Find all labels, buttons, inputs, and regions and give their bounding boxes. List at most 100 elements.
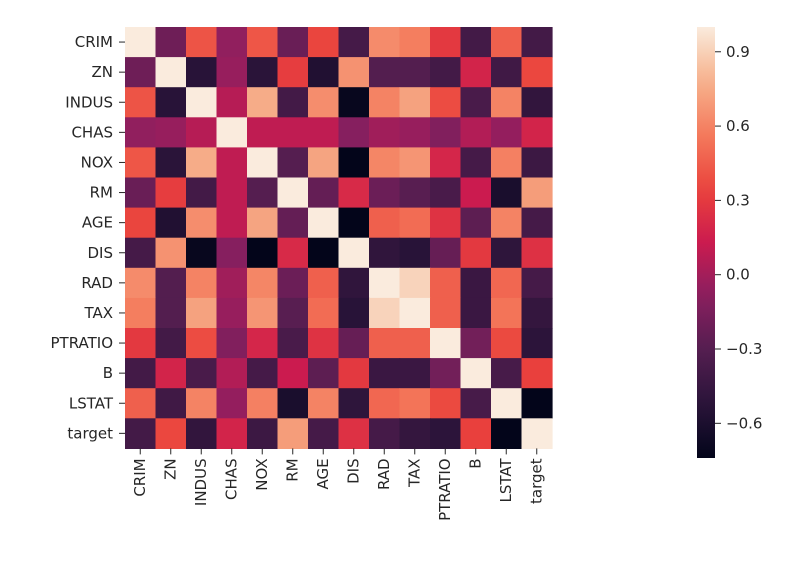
heatmap-cell-DIS-CHAS [216, 237, 248, 269]
heatmap-cell-DIS-CRIM [125, 237, 157, 269]
heatmap-cell-B-LSTAT [491, 358, 523, 389]
heatmap-cell-CRIM-ZN [155, 27, 187, 58]
heatmap-cell-NOX-AGE [308, 147, 340, 179]
x-tick-label: CRIM [131, 458, 149, 496]
heatmap-cell-LSTAT-PTRATIO [430, 388, 462, 419]
heatmap-cell-INDUS-LSTAT [491, 87, 523, 118]
heatmap-cell-TAX-NOX [247, 297, 279, 329]
heatmap-cell-RM-B [460, 177, 492, 209]
heatmap-cell-DIS-RM [277, 237, 309, 269]
heatmap-cell-LSTAT-CRIM [125, 388, 157, 419]
heatmap-cell-LSTAT-target [521, 388, 553, 419]
heatmap-cell-LSTAT-B [460, 388, 492, 419]
heatmap-cell-B-PTRATIO [430, 358, 462, 389]
heatmap-cell-CHAS-B [460, 117, 492, 148]
heatmap-cell-AGE-LSTAT [491, 207, 523, 239]
heatmap-cell-ZN-LSTAT [491, 57, 523, 88]
heatmap-cell-PTRATIO-TAX [399, 328, 431, 359]
heatmap-cell-RM-RM [277, 177, 309, 209]
y-tick-label: ZN [92, 63, 114, 81]
heatmap-cell-CHAS-CRIM [125, 117, 157, 148]
heatmap-cell-LSTAT-ZN [155, 388, 187, 419]
x-tick-label: TAX [406, 458, 424, 488]
heatmap-cell-CHAS-DIS [338, 117, 370, 148]
x-tick-label: DIS [345, 458, 363, 484]
heatmap-cell-CRIM-TAX [399, 27, 431, 58]
heatmap-cell-CHAS-LSTAT [491, 117, 523, 148]
heatmap-cell-CRIM-RAD [369, 27, 401, 58]
heatmap-cell-INDUS-target [521, 87, 553, 118]
heatmap-cell-ZN-TAX [399, 57, 431, 88]
heatmap-cell-target-target [521, 418, 553, 449]
heatmap-cell-target-NOX [247, 418, 279, 449]
heatmap-cell-TAX-DIS [338, 297, 370, 329]
heatmap-cell-INDUS-RAD [369, 87, 401, 118]
heatmap-cell-PTRATIO-NOX [247, 328, 279, 359]
heatmap-cell-INDUS-NOX [247, 87, 279, 118]
heatmap-cell-RAD-AGE [308, 267, 340, 299]
heatmap-cell-RAD-DIS [338, 267, 370, 299]
heatmap-cell-RM-CHAS [216, 177, 248, 209]
heatmap-cell-DIS-target [521, 237, 553, 269]
heatmap-cell-AGE-TAX [399, 207, 431, 239]
y-tick-label: PTRATIO [50, 334, 113, 352]
heatmap-cell-ZN-RM [277, 57, 309, 88]
heatmap-cell-DIS-PTRATIO [430, 237, 462, 269]
y-tick-label: DIS [88, 244, 114, 262]
heatmap-cell-B-AGE [308, 358, 340, 389]
heatmap-cells [125, 27, 553, 449]
heatmap-cell-AGE-AGE [308, 207, 340, 239]
heatmap-cell-LSTAT-TAX [399, 388, 431, 419]
heatmap-cell-RAD-INDUS [186, 267, 218, 299]
heatmap-cell-DIS-RAD [369, 237, 401, 269]
heatmap-cell-TAX-INDUS [186, 297, 218, 329]
heatmap-cell-B-B [460, 358, 492, 389]
heatmap-cell-INDUS-B [460, 87, 492, 118]
colorbar-tick-label: 0.0 [726, 266, 750, 284]
heatmap-cell-NOX-TAX [399, 147, 431, 179]
y-tick-label: RM [90, 184, 113, 202]
heatmap-cell-B-CHAS [216, 358, 248, 389]
heatmap-cell-INDUS-PTRATIO [430, 87, 462, 118]
heatmap-cell-CRIM-NOX [247, 27, 279, 58]
heatmap-cell-NOX-DIS [338, 147, 370, 179]
heatmap-cell-RM-AGE [308, 177, 340, 209]
heatmap-cell-ZN-target [521, 57, 553, 88]
heatmap-cell-LSTAT-LSTAT [491, 388, 523, 419]
x-tick-label: INDUS [192, 458, 210, 506]
heatmap-cell-CHAS-target [521, 117, 553, 148]
heatmap-cell-PTRATIO-target [521, 328, 553, 359]
heatmap-cell-B-RAD [369, 358, 401, 389]
heatmap-cell-RAD-PTRATIO [430, 267, 462, 299]
heatmap-cell-NOX-PTRATIO [430, 147, 462, 179]
heatmap-cell-LSTAT-DIS [338, 388, 370, 419]
heatmap-cell-DIS-ZN [155, 237, 187, 269]
heatmap-cell-CRIM-RM [277, 27, 309, 58]
heatmap-cell-NOX-RAD [369, 147, 401, 179]
heatmap-cell-RAD-RAD [369, 267, 401, 299]
heatmap-cell-CHAS-ZN [155, 117, 187, 148]
heatmap-cell-B-TAX [399, 358, 431, 389]
y-tick-label: INDUS [65, 93, 113, 111]
heatmap-cell-NOX-RM [277, 147, 309, 179]
heatmap-cell-ZN-CHAS [216, 57, 248, 88]
heatmap-cell-PTRATIO-RAD [369, 328, 401, 359]
y-tick-label: target [67, 424, 113, 442]
heatmap-cell-TAX-PTRATIO [430, 297, 462, 329]
y-tick-label: AGE [82, 214, 113, 232]
heatmap-cell-target-AGE [308, 418, 340, 449]
heatmap-cell-CHAS-TAX [399, 117, 431, 148]
colorbar-tick-label: 0.6 [726, 117, 750, 135]
heatmap-cell-RAD-B [460, 267, 492, 299]
y-tick-label: CRIM [75, 33, 113, 51]
colorbar-tick-label: 0.9 [726, 43, 750, 61]
y-tick-label: RAD [81, 274, 113, 292]
heatmap-cell-LSTAT-AGE [308, 388, 340, 419]
heatmap-cell-target-PTRATIO [430, 418, 462, 449]
heatmap-cell-CHAS-CHAS [216, 117, 248, 148]
heatmap-cell-CRIM-AGE [308, 27, 340, 58]
heatmap-cell-TAX-TAX [399, 297, 431, 329]
heatmap-cell-NOX-target [521, 147, 553, 179]
